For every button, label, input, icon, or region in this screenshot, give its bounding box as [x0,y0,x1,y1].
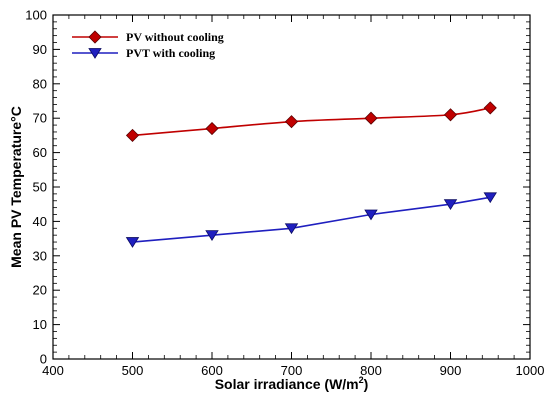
data-point [125,237,140,248]
y-tick-label: 50 [33,180,47,195]
data-point [443,199,458,211]
series-line [132,107,491,137]
x-axis-label-superscript: 2 [359,375,364,385]
axes [52,14,531,360]
x-tick-label: 500 [122,363,144,378]
y-tick-label: 40 [33,214,47,229]
x-tick-label: 400 [42,363,64,378]
legend: PV without cooling PVT with cooling [72,30,224,60]
legend-label: PVT with cooling [126,46,215,60]
plot-frame [52,14,531,360]
legend-marker [88,30,102,44]
y-tick-label: 0 [40,352,47,367]
series-group [125,101,497,248]
y-tick-label: 70 [33,111,47,126]
x-tick-label: 600 [201,363,223,378]
x-tick-label: 700 [281,363,303,378]
y-tick-label: 30 [33,248,47,263]
legend-entry: PVT with cooling [72,46,215,60]
x-axis-label: Solar irradiance (W/m2) [215,375,369,392]
data-point [205,121,219,136]
series-line [132,196,491,243]
data-point [284,223,299,235]
data-point [483,101,497,115]
x-axis-label-suffix: ) [364,376,369,392]
y-tick-label: 10 [33,317,47,332]
x-axis-label-text: Solar irradiance (W/m [215,376,359,392]
y-axis-label: Mean PV Temperature°C [8,106,24,268]
data-point [443,108,458,122]
data-point [205,230,219,242]
series-1 [125,192,497,248]
y-tick-label: 20 [33,283,47,298]
x-tick-label: 1000 [516,363,545,378]
x-tick-label: 800 [360,363,382,378]
y-tick-label: 80 [33,76,47,91]
y-tick-label: 90 [33,42,47,57]
data-point [364,209,378,221]
y-tick-label: 100 [25,8,47,23]
data-point [125,128,140,142]
data-point [284,115,299,129]
legend-label: PV without cooling [126,30,224,44]
legend-marker [88,48,102,59]
data-point [483,192,497,204]
ticks: 400 500 600 700 800 900 1000 0 10 20 30 40 50 60 70 80 9… [25,8,544,379]
x-tick-label: 900 [440,363,462,378]
y-tick-label: 60 [33,145,47,160]
data-point [364,111,378,125]
series-0 [125,101,497,142]
legend-entry: PV without cooling [72,30,224,44]
